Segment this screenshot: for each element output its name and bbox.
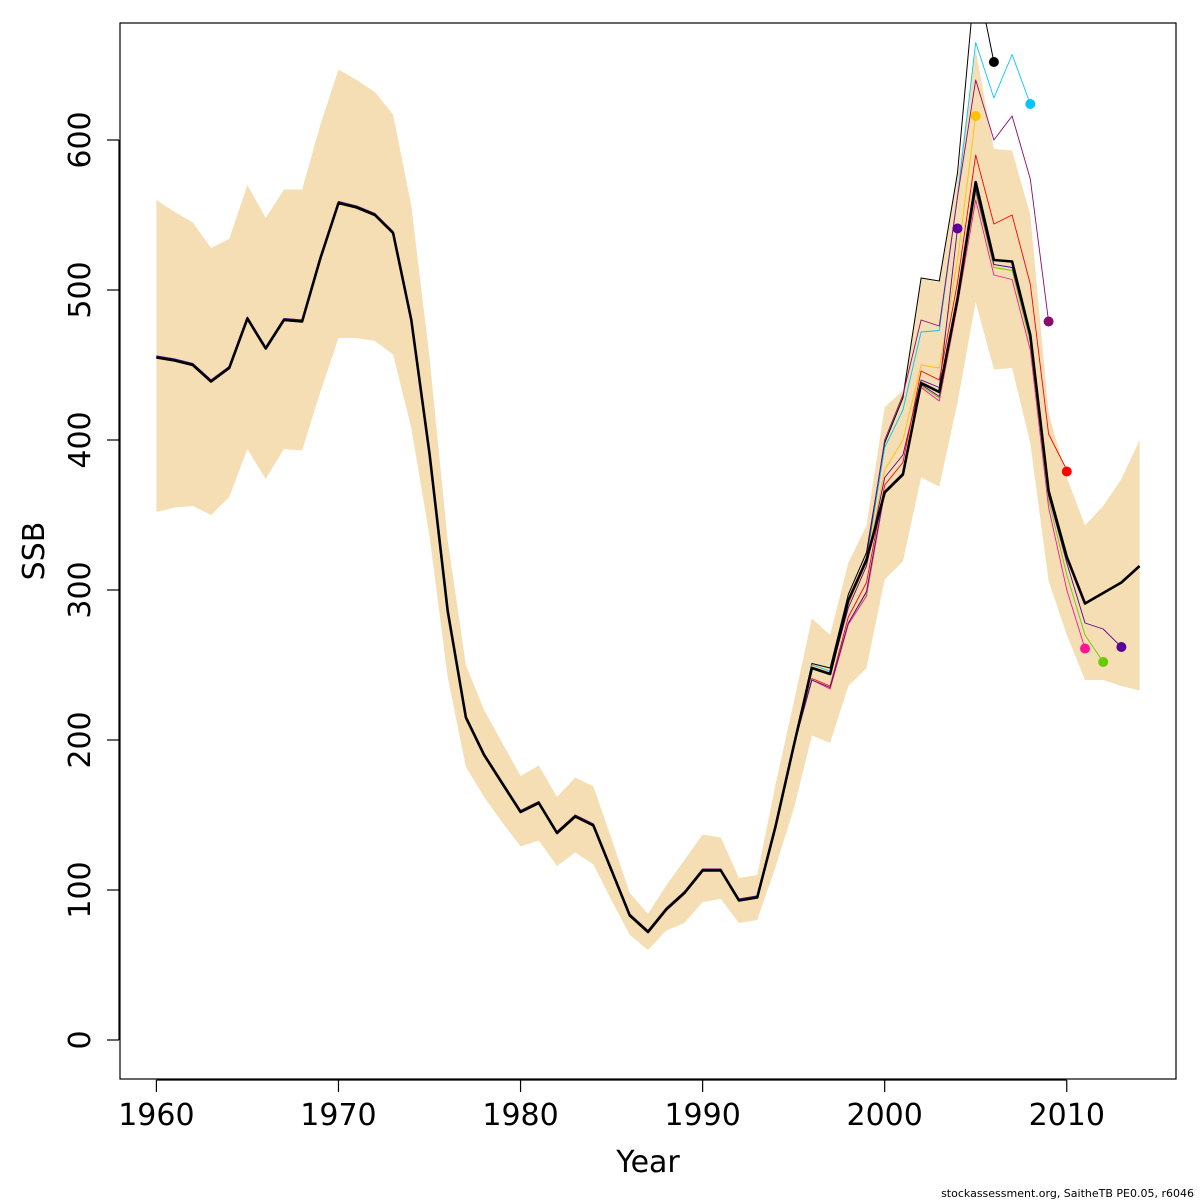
y-tick-label: 200 bbox=[63, 711, 98, 768]
y-tick-label: 400 bbox=[63, 411, 98, 468]
end-point-2005 bbox=[970, 111, 981, 121]
y-tick-label: 0 bbox=[63, 1030, 98, 1049]
end-point-2008 bbox=[1025, 99, 1036, 109]
end-points-layer bbox=[952, 57, 1127, 667]
x-tick-label: 1980 bbox=[482, 1098, 558, 1133]
x-axis: 1960 1970 1980 1990 2000 2010 bbox=[118, 1079, 1105, 1133]
end-point-2004 bbox=[952, 223, 963, 234]
end-point-2013 bbox=[1116, 642, 1127, 652]
end-point-2012 bbox=[1098, 657, 1109, 667]
y-axis: 0 100 200 300 400 500 600 bbox=[63, 111, 120, 1050]
y-tick-label: 300 bbox=[63, 561, 98, 618]
plot-area bbox=[156, 23, 1141, 950]
end-point-2006 bbox=[988, 57, 999, 67]
x-tick-label: 1990 bbox=[664, 1098, 740, 1133]
x-tick-label: 1970 bbox=[300, 1098, 376, 1133]
ssb-line-current bbox=[156, 180, 1141, 934]
end-point-2010 bbox=[1061, 466, 1072, 477]
x-tick-label: 2010 bbox=[1029, 1098, 1105, 1133]
y-tick-label: 100 bbox=[63, 861, 98, 918]
end-point-2011 bbox=[1080, 643, 1090, 654]
y-tick-label: 600 bbox=[63, 111, 98, 168]
y-axis-title: SSB bbox=[17, 522, 52, 581]
plot-frame bbox=[119, 22, 1177, 1080]
x-tick-label: 2000 bbox=[847, 1098, 923, 1133]
end-point-2009 bbox=[1043, 316, 1054, 327]
y-tick-label: 500 bbox=[63, 261, 98, 318]
x-axis-title: Year bbox=[615, 1145, 680, 1180]
series-layer bbox=[156, 23, 1141, 934]
x-tick-label: 1960 bbox=[118, 1098, 194, 1133]
credit-text: stockassessment.org, SaitheTB PE0.05, r6… bbox=[941, 1187, 1194, 1200]
